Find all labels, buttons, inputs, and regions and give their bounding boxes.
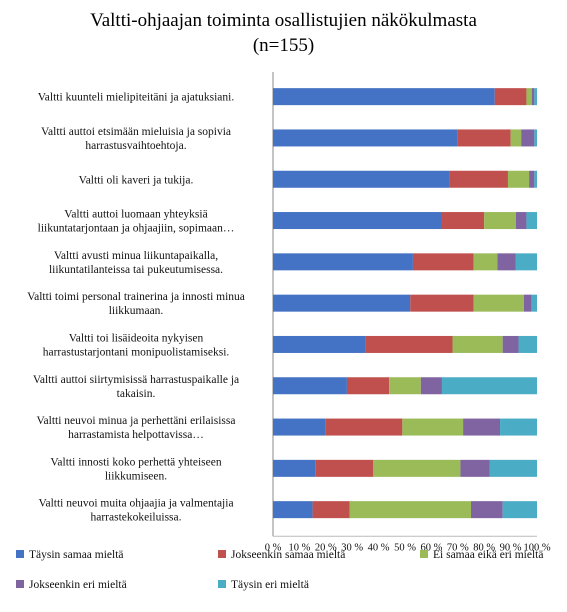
category-label: Valtti avusti minua liikuntapaikalla, lii… xyxy=(49,250,223,276)
bar-segment-2 xyxy=(412,253,474,271)
bar-segment-1 xyxy=(273,418,326,436)
category-label: Valtti toimi personal trainerina ja inno… xyxy=(27,291,245,317)
chart-subtitle-text: (n=155) xyxy=(252,35,315,56)
legend-swatch xyxy=(218,550,226,558)
x-tick-label: 60 % xyxy=(420,542,442,553)
legend-label: Ei samaa eikä eri mieltä xyxy=(433,549,543,561)
bar-segment-1 xyxy=(273,212,442,230)
x-tick-label: 40 % xyxy=(368,542,390,553)
bar-segment-5 xyxy=(518,335,537,353)
bar-segment-2 xyxy=(449,170,508,188)
bar-segment-3 xyxy=(349,501,471,519)
bar-segment-4 xyxy=(471,501,503,519)
bar-segment-5 xyxy=(526,212,537,230)
bar-segment-2 xyxy=(325,418,403,436)
x-tick-label: 10 % xyxy=(288,542,310,553)
bar-segment-2 xyxy=(365,335,453,353)
category-label: Valtti kuunteli mielipiteitäni ja ajatuk… xyxy=(38,92,235,104)
bar-segment-3 xyxy=(402,418,464,436)
category-label: Valtti auttoi luomaan yhteyksiä liikuntat… xyxy=(38,209,235,235)
bar-segment-5 xyxy=(534,88,537,106)
chart-title-text: Valtti-ohjaajan toiminta osallistujien n… xyxy=(90,10,477,31)
bar-segment-2 xyxy=(457,129,511,147)
bar-segment-4 xyxy=(502,335,519,353)
bar-segment-3 xyxy=(526,88,532,106)
bar-segment-5 xyxy=(489,459,537,477)
bar-segment-4 xyxy=(531,88,535,106)
x-tick-label: 70 % xyxy=(447,542,469,553)
bar-segment-5 xyxy=(515,253,537,271)
x-tick-label: 80 % xyxy=(473,542,495,553)
category-label: Valtti innosti koko perhettä yhteiseen li… xyxy=(50,456,221,482)
bar-segment-1 xyxy=(273,170,450,188)
bar-segment-4 xyxy=(523,294,532,312)
bar-segment-4 xyxy=(463,418,501,436)
bar-segment-2 xyxy=(494,88,527,106)
bar-segment-1 xyxy=(273,501,313,519)
bar-segment-5 xyxy=(500,418,537,436)
bar-segment-5 xyxy=(441,377,537,395)
bar-segment-4 xyxy=(460,459,490,477)
bar-segment-2 xyxy=(441,212,485,230)
category-label: Valtti toi lisäideoita nykyisen harrastus… xyxy=(43,332,230,358)
chart-title: Valtti-ohjaajan toiminta osallistujien n… xyxy=(0,8,567,58)
x-tick-label: 30 % xyxy=(341,542,363,553)
bar-segment-5 xyxy=(534,170,537,188)
bar-segment-1 xyxy=(273,88,495,106)
legend-label: Jokseenkin eri mieltä xyxy=(29,579,127,591)
bar-segment-2 xyxy=(410,294,474,312)
bar-segment-1 xyxy=(273,335,366,353)
legend-label: Täysin eri mieltä xyxy=(231,579,309,591)
bar-segment-3 xyxy=(484,212,516,230)
legend-swatch xyxy=(16,550,24,558)
category-label: Valtti neuvoi minua ja perhettäni erilai… xyxy=(37,415,236,441)
bar-segment-1 xyxy=(273,459,316,477)
bar-segment-3 xyxy=(473,294,524,312)
bar-segment-2 xyxy=(315,459,374,477)
legend-swatch xyxy=(420,550,428,558)
legend-swatch xyxy=(218,580,226,588)
bar-segment-1 xyxy=(273,129,458,147)
legend-label: Täysin samaa mieltä xyxy=(29,549,124,561)
bar-segment-5 xyxy=(502,501,537,519)
x-tick-label: 90 % xyxy=(500,542,522,553)
bar-segment-2 xyxy=(312,501,350,519)
legend-label: Jokseenkin samaa mieltä xyxy=(231,549,345,561)
bar-segment-5 xyxy=(531,294,537,312)
x-tick-label: 0 % xyxy=(265,542,282,553)
bar-segment-3 xyxy=(389,377,421,395)
bar-segment-3 xyxy=(510,129,522,147)
bar-segment-4 xyxy=(515,212,527,230)
x-tick-label: 100 % xyxy=(523,542,550,553)
legend-swatch xyxy=(16,580,24,588)
category-label: Valtti auttoi etsimään mieluisia ja sopi… xyxy=(41,126,231,152)
category-label: Valtti auttoi siirtymisissä harrastuspai… xyxy=(33,374,239,400)
bar-segment-5 xyxy=(534,129,537,147)
category-label: Valtti oli kaveri ja tukija. xyxy=(79,174,194,186)
bar-segment-4 xyxy=(529,170,535,188)
bar-segment-4 xyxy=(497,253,516,271)
x-tick-label: 20 % xyxy=(315,542,337,553)
bar-segment-1 xyxy=(273,377,347,395)
bar-segment-1 xyxy=(273,294,411,312)
bar-segment-4 xyxy=(420,377,442,395)
bar-segment-3 xyxy=(373,459,461,477)
bar-segment-3 xyxy=(452,335,503,353)
bar-segment-3 xyxy=(507,170,530,188)
bar-segment-4 xyxy=(521,129,535,147)
bar-segment-1 xyxy=(273,253,413,271)
bar-segment-3 xyxy=(473,253,498,271)
x-tick-label: 50 % xyxy=(394,542,416,553)
category-label: Valtti neuvoi muita ohjaajia ja valmenta… xyxy=(38,498,233,524)
bar-segment-2 xyxy=(346,377,390,395)
